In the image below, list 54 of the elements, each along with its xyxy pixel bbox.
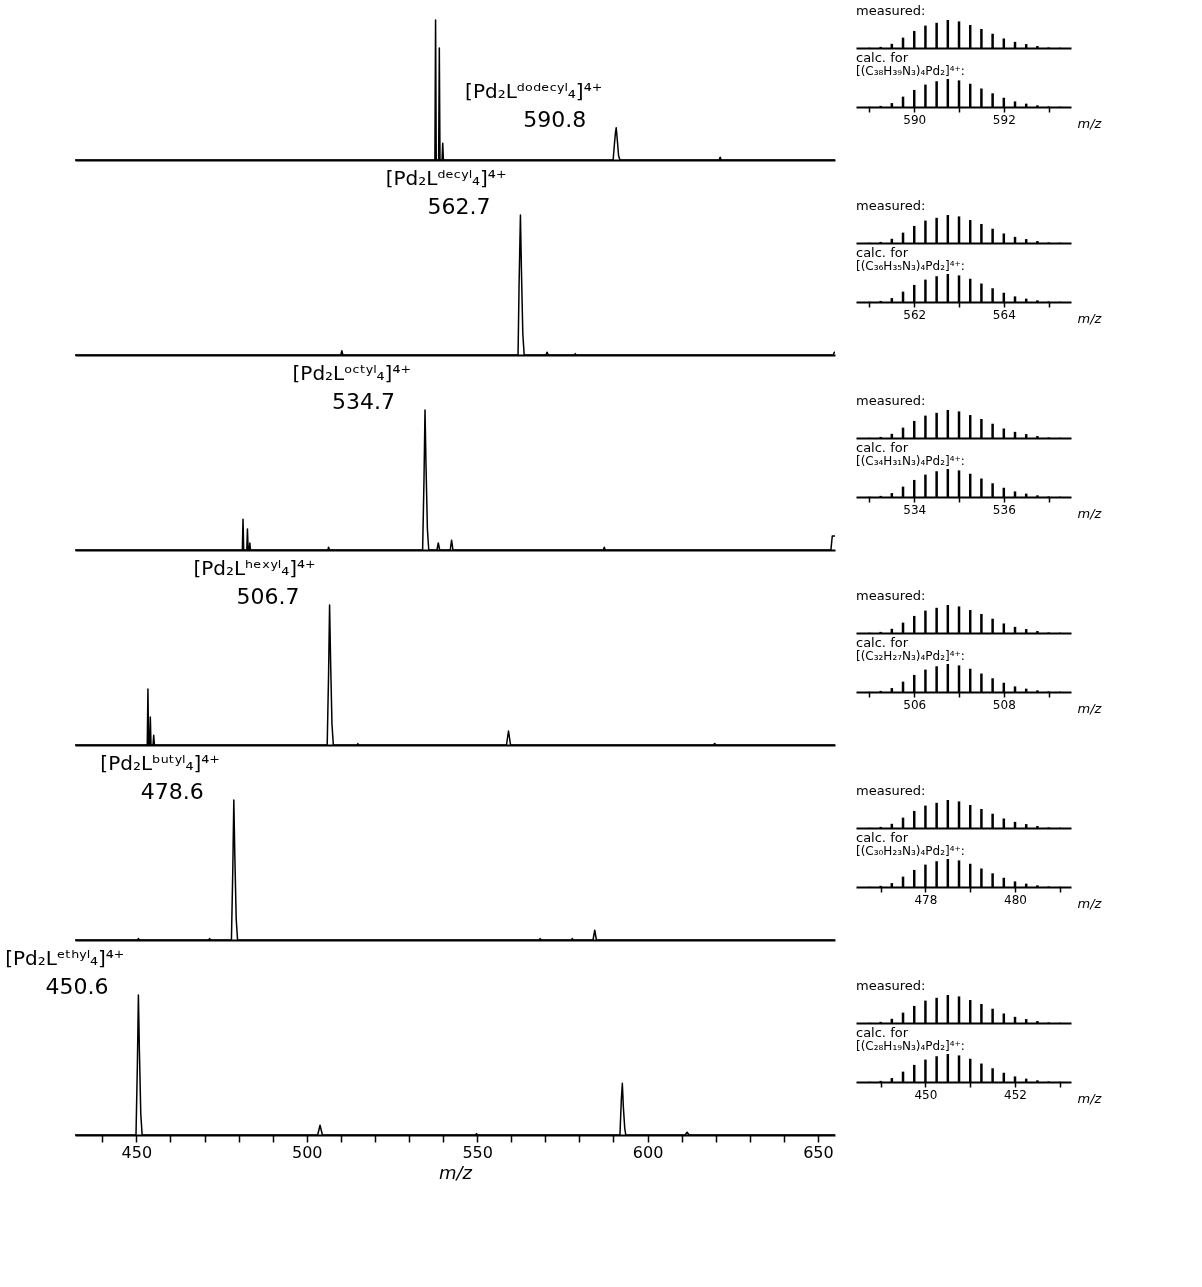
annotation: 478.6 (140, 779, 204, 804)
x-tick-label: 508 (992, 697, 1016, 712)
x-tick-label: 590 (903, 112, 927, 127)
chart-title: measured: (856, 393, 926, 408)
x-tick-label: 534 (903, 502, 927, 517)
x-tick-label: 550 (462, 1142, 493, 1162)
x-axis-title: m/z (1077, 505, 1103, 521)
annotation: 534.7 (332, 389, 396, 414)
x-axis-title: m/z (1077, 895, 1103, 911)
x-axis-title: m/z (1077, 310, 1103, 326)
chart-title: measured: (856, 783, 926, 798)
x-axis-title: m/z (1077, 1090, 1103, 1106)
chart-title: calc. for (856, 830, 909, 845)
annotation: [Pd₂Lᵇᵘᵗʸˡ₄]⁴⁺ (100, 751, 220, 775)
chart-title: measured: (856, 3, 926, 18)
chart-subtitle: [(C₃₈H₃₉N₃)₄Pd₂]⁴⁺: (856, 64, 965, 78)
x-tick-label: 564 (992, 307, 1016, 322)
x-tick-label: 600 (632, 1142, 664, 1162)
chart-title: measured: (856, 588, 926, 603)
x-tick-label: 450 (121, 1142, 153, 1162)
chart-title: calc. for (856, 50, 909, 65)
x-tick-label: 506 (903, 697, 927, 712)
chart-subtitle: [(C₃₂H₂₇N₃)₄Pd₂]⁴⁺: (856, 649, 965, 663)
x-tick-label: 452 (1004, 1087, 1027, 1102)
chart-title: calc. for (856, 635, 909, 650)
chart-subtitle: [(C₃₆H₃₅N₃)₄Pd₂]⁴⁺: (856, 259, 965, 273)
x-tick-label: 650 (803, 1142, 834, 1162)
chart-subtitle: [(C₂₈H₁₉N₃)₄Pd₂]⁴⁺: (856, 1039, 965, 1053)
annotation: 590.8 (523, 106, 587, 132)
annotation: [Pd₂Lᵒᶜᵗʸˡ₄]⁴⁺ (292, 361, 412, 385)
chart-title: calc. for (856, 1025, 909, 1040)
x-tick-label: 450 (914, 1087, 938, 1102)
chart-title: measured: (856, 978, 926, 993)
x-axis-title: m/z (1077, 700, 1103, 716)
x-tick-label: 592 (992, 112, 1016, 127)
chart-subtitle: [(C₃₀H₂₃N₃)₄Pd₂]⁴⁺: (856, 844, 965, 858)
x-axis-title: m/z (438, 1161, 473, 1183)
x-tick-label: 536 (992, 502, 1016, 517)
x-tick-label: 562 (903, 307, 927, 322)
chart-title: calc. for (856, 440, 909, 455)
annotation: [Pd₂Lᵉᵗʰʸˡ₄]⁴⁺ (5, 946, 125, 970)
x-tick-label: 478 (914, 892, 938, 907)
annotation: [Pd₂Lᵈᵒᵈᵉᶜʸˡ₄]⁴⁺ (465, 78, 603, 103)
annotation: 562.7 (427, 194, 491, 219)
chart-title: measured: (856, 198, 926, 213)
chart-subtitle: [(C₃₄H₃₁N₃)₄Pd₂]⁴⁺: (856, 454, 965, 468)
chart-title: calc. for (856, 245, 909, 260)
annotation: 450.6 (45, 974, 109, 999)
annotation: 506.7 (236, 584, 300, 609)
annotation: [Pd₂Lᵈᵉᶜʸˡ₄]⁴⁺ (385, 166, 507, 190)
annotation: [Pd₂Lʰᵉˣʸˡ₄]⁴⁺ (193, 556, 316, 580)
x-tick-label: 480 (1004, 892, 1027, 907)
x-axis-title: m/z (1077, 115, 1103, 131)
x-tick-label: 500 (291, 1142, 323, 1162)
